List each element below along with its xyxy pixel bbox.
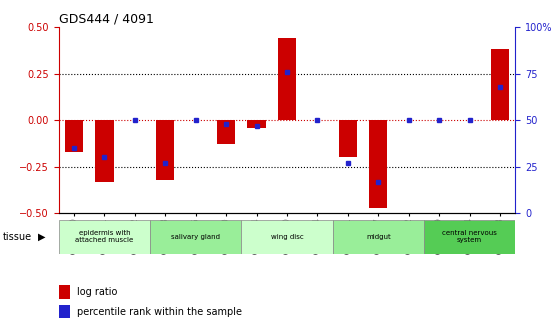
Bar — [65, 120, 83, 152]
Text: epidermis with
attached muscle: epidermis with attached muscle — [75, 230, 134, 243]
Bar — [241, 220, 333, 254]
Text: central nervous
system: central nervous system — [442, 230, 497, 243]
Bar — [156, 120, 174, 180]
Bar — [150, 220, 241, 254]
Bar — [491, 49, 509, 120]
Text: wing disc: wing disc — [270, 234, 304, 240]
Bar — [369, 120, 388, 208]
Text: log ratio: log ratio — [77, 287, 118, 297]
Bar — [59, 285, 70, 298]
Bar — [248, 120, 265, 128]
Text: salivary gland: salivary gland — [171, 234, 220, 240]
Bar — [278, 38, 296, 120]
Text: midgut: midgut — [366, 234, 391, 240]
Bar — [339, 120, 357, 157]
Text: GDS444 / 4091: GDS444 / 4091 — [59, 13, 153, 26]
Text: percentile rank within the sample: percentile rank within the sample — [77, 307, 242, 317]
Bar — [59, 305, 70, 318]
Bar — [95, 120, 114, 182]
Bar — [217, 120, 235, 144]
Text: ▶: ▶ — [38, 232, 45, 242]
Bar — [424, 220, 515, 254]
Bar — [333, 220, 424, 254]
Text: tissue: tissue — [3, 232, 32, 242]
Bar — [59, 220, 150, 254]
